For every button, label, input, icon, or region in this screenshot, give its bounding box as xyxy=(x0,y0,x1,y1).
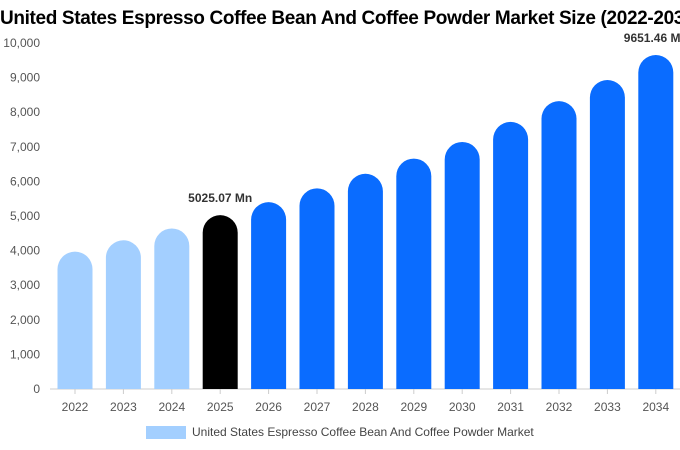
bar-2034 xyxy=(638,55,674,390)
x-tick-label: 2029 xyxy=(400,400,427,414)
y-tick-label: 9,000 xyxy=(10,71,40,85)
legend-swatch xyxy=(146,425,186,439)
bar-2028 xyxy=(347,173,383,389)
y-tick-label: 8,000 xyxy=(10,105,40,119)
x-tick-label: 2033 xyxy=(594,400,621,414)
bar-2023 xyxy=(105,240,141,389)
y-tick-label: 7,000 xyxy=(10,140,40,154)
bar-2031 xyxy=(493,121,529,389)
x-tick-label: 2027 xyxy=(304,400,331,414)
x-tick-label: 2024 xyxy=(158,400,185,414)
bar-2026 xyxy=(251,202,287,389)
y-tick-label: 5,000 xyxy=(10,209,40,223)
bar-2029 xyxy=(396,158,432,389)
x-tick-label: 2031 xyxy=(497,400,524,414)
y-tick-label: 4,000 xyxy=(10,244,40,258)
x-tick-label: 2034 xyxy=(642,400,669,414)
bar-2027 xyxy=(299,188,335,389)
x-tick-label: 2023 xyxy=(110,400,137,414)
y-tick-label: 6,000 xyxy=(10,174,40,188)
x-tick-label: 2028 xyxy=(352,400,379,414)
bar-2022 xyxy=(57,251,93,389)
x-tick-label: 2022 xyxy=(62,400,89,414)
chart-title: United States Espresso Coffee Bean And C… xyxy=(0,8,680,29)
legend: United States Espresso Coffee Bean And C… xyxy=(146,425,534,439)
y-tick-label: 0 xyxy=(33,382,40,396)
y-tick-label: 2,000 xyxy=(10,313,40,327)
data-label-2025: 5025.07 Mn xyxy=(188,191,252,205)
bar-2032 xyxy=(541,101,577,390)
y-tick-label: 1,000 xyxy=(10,347,40,361)
bar-2033 xyxy=(589,80,625,389)
x-tick-label: 2030 xyxy=(449,400,476,414)
bar-2024 xyxy=(154,228,190,389)
x-tick-label: 2032 xyxy=(546,400,573,414)
bar-2025 xyxy=(202,215,238,389)
y-tick-label: 10,000 xyxy=(3,36,40,50)
x-tick-label: 2026 xyxy=(255,400,282,414)
data-label-2034: 9651.46 Mn xyxy=(624,31,680,45)
bar-2030 xyxy=(444,141,480,389)
y-tick-label: 3,000 xyxy=(10,278,40,292)
legend-label: United States Espresso Coffee Bean And C… xyxy=(192,425,534,439)
x-tick-label: 2025 xyxy=(207,400,234,414)
